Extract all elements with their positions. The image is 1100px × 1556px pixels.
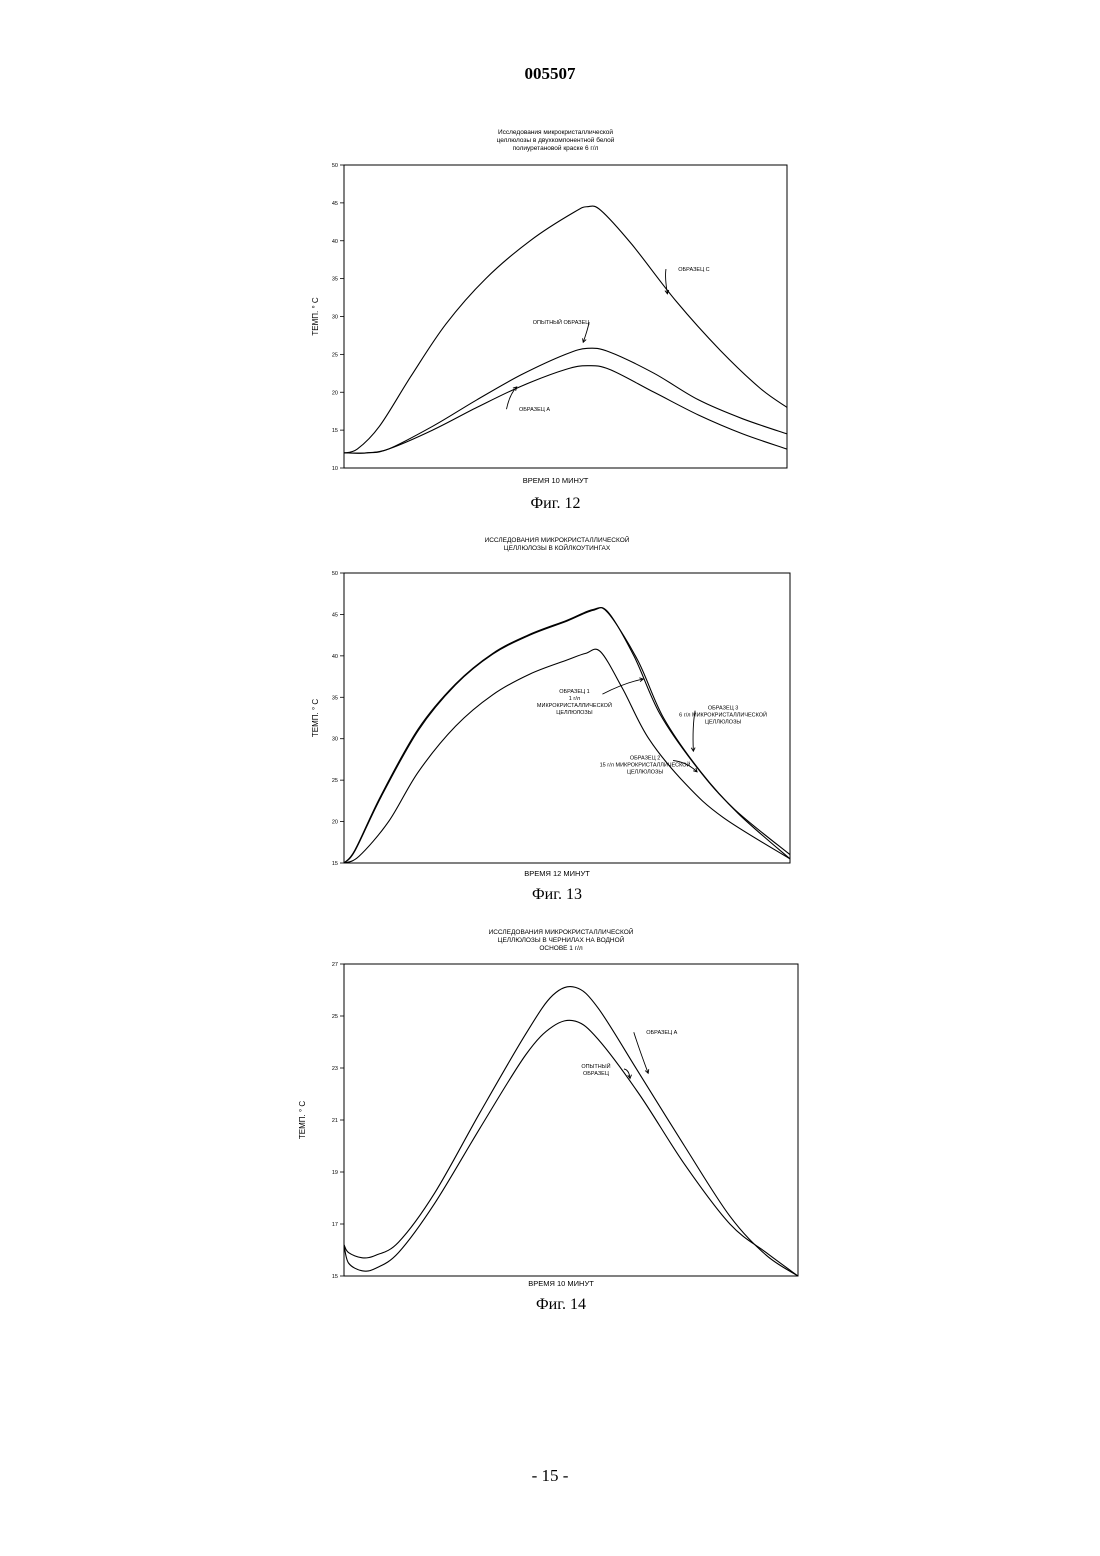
annotation-label: МИКРОКРИСТАЛЛИЧЕСКОЙ (537, 701, 612, 709)
annotation-pointer (602, 679, 643, 694)
y-tick-label: 27 (332, 962, 338, 968)
x-axis-label: ВРЕМЯ 12 МИНУТ (524, 869, 590, 878)
annotation-label: 1 г/л (569, 696, 580, 702)
series-line (344, 1020, 798, 1276)
y-tick-label: 25 (332, 778, 338, 784)
chart-title-line: ИССЛЕДОВАНИЯ МИКРОКРИСТАЛЛИЧЕСКОЙ (489, 927, 634, 936)
y-tick-label: 15 (332, 1274, 338, 1280)
y-axis-label: ТЕМП. ° С (311, 699, 320, 738)
y-ticks: 15 20 25 30 35 40 45 50 (332, 571, 344, 867)
y-tick-label: 10 (332, 466, 338, 472)
y-tick-label: 50 (332, 163, 338, 169)
chart-title-line: целлюлозы в двухкомпонентной белой (497, 136, 615, 144)
y-tick-label: 20 (332, 820, 338, 826)
series-annotation: ОБРАЗЕЦ С (665, 267, 710, 294)
y-tick-label: 30 (332, 737, 338, 743)
y-tick-label: 40 (332, 239, 338, 245)
annotation-label: ОПЫТНЫЙ ОБРАЗЕЦ (533, 318, 590, 326)
chart-title: ИССЛЕДОВАНИЯ МИКРОКРИСТАЛЛИЧЕСКОЙ ЦЕЛЛЮЛ… (489, 927, 634, 952)
series-annotation: ОБРАЗЕЦ 36 г/л МИКРОКРИСТАЛЛИЧЕСКОЙЦЕЛЛЮ… (679, 706, 767, 751)
y-tick-label: 17 (332, 1222, 338, 1228)
series-annotation: ОБРАЗЕЦ А (634, 1030, 678, 1073)
series-line (344, 206, 787, 453)
chart-title-line: ИССЛЕДОВАНИЯ МИКРОКРИСТАЛЛИЧЕСКОЙ (485, 535, 630, 544)
annotation-label: ОБРАЗЕЦ С (678, 267, 709, 273)
annotation-pointer (666, 269, 668, 294)
y-tick-label: 19 (332, 1170, 338, 1176)
series-annotation: ОБРАЗЕЦ А (506, 387, 550, 413)
y-tick-label: 25 (332, 352, 338, 358)
series-curves (344, 607, 790, 863)
document-number: 005507 (0, 64, 1100, 84)
annotation-pointer (634, 1032, 648, 1073)
chart-title: ИССЛЕДОВАНИЯ МИКРОКРИСТАЛЛИЧЕСКОЙ ЦЕЛЛЮЛ… (485, 535, 630, 552)
x-axis-label: ВРЕМЯ 10 МИНУТ (528, 1279, 594, 1288)
annotation-label: ОБРАЗЕЦ 3 (708, 706, 738, 712)
series-annotation: ОПЫТНЫЙОБРАЗЕЦ (581, 1062, 631, 1078)
annotation-label: 6 г/л МИКРОКРИСТАЛЛИЧЕСКОЙ (679, 711, 767, 719)
annotation-label: ЦЕЛЛЮЛОЗЫ (556, 710, 592, 716)
annotation-label: ОБРАЗЕЦ (583, 1071, 609, 1077)
y-tick-label: 35 (332, 277, 338, 283)
annotation-label: ЦЕЛЛЮЛОЗЫ (627, 769, 663, 775)
series-annotation: ОБРАЗЕЦ 215 г/л МИКРОКРИСТАЛЛИЧЕСКОЙЦЕЛЛ… (600, 755, 697, 775)
y-tick-label: 50 (332, 571, 338, 577)
y-axis-label: ТЕМП. ° С (311, 297, 320, 336)
figure-caption: Фиг. 14 (536, 1296, 586, 1313)
figure-12: Исследования микрокристаллической целлюл… (0, 120, 1100, 520)
y-tick-label: 45 (332, 201, 338, 207)
y-tick-label: 40 (332, 654, 338, 660)
annotation-label: ОБРАЗЕЦ А (519, 407, 550, 413)
chart-title-line: ЦЕЛЛЮЛОЗЫ В КОЙЛКОУТИНГАХ (504, 543, 611, 552)
chart-title-line: Исследования микрокристаллической (498, 128, 613, 136)
x-axis-label: ВРЕМЯ 10 МИНУТ (523, 476, 589, 485)
y-tick-label: 25 (332, 1014, 338, 1020)
y-ticks: 15 17 19 21 23 25 27 (332, 962, 344, 1280)
series-line (344, 608, 790, 863)
y-tick-label: 35 (332, 695, 338, 701)
y-tick-label: 30 (332, 315, 338, 321)
y-axis-label: ТЕМП. ° С (298, 1101, 307, 1140)
annotation-label: 15 г/л МИКРОКРИСТАЛЛИЧЕСКОЙ (600, 760, 691, 768)
y-tick-label: 23 (332, 1066, 338, 1072)
annotation-label: ОБРАЗЕЦ А (646, 1030, 677, 1036)
series-line (344, 987, 798, 1276)
annotation-label: ОБРАЗЕЦ 1 (559, 689, 589, 695)
chart-title-line: ОСНОВЕ 1 г/л (539, 945, 583, 952)
series-line (344, 649, 790, 863)
plot-frame (344, 964, 798, 1276)
page-number: - 15 - (0, 1466, 1100, 1486)
series-curves (344, 206, 787, 453)
series-line (344, 348, 787, 453)
series-line (344, 607, 790, 863)
y-tick-label: 21 (332, 1118, 338, 1124)
y-tick-label: 45 (332, 612, 338, 618)
annotation-label: ЦЕЛЛЮЛОЗЫ (705, 720, 741, 726)
series-annotation: ОПЫТНЫЙ ОБРАЗЕЦ (533, 318, 590, 342)
figure-caption: Фиг. 13 (532, 886, 582, 903)
figure-13: ИССЛЕДОВАНИЯ МИКРОКРИСТАЛЛИЧЕСКОЙ ЦЕЛЛЮЛ… (0, 530, 1100, 910)
chart-title-line: ЦЕЛЛЮЛОЗЫ В ЧЕРНИЛАХ НА ВОДНОЙ (498, 935, 625, 944)
y-tick-label: 15 (332, 861, 338, 867)
series-curves (344, 987, 798, 1276)
figure-caption: Фиг. 12 (531, 495, 581, 512)
annotation-label: ОПЫТНЫЙ (581, 1062, 610, 1070)
y-tick-label: 15 (332, 428, 338, 434)
annotations: ОБРАЗЕЦ С ОПЫТНЫЙ ОБРАЗЕЦ ОБРАЗЕЦ А (506, 267, 709, 413)
plot-frame (344, 165, 787, 468)
chart-title-line: полиуретановой краске 6 г/л (513, 144, 599, 152)
figure-14: ИССЛЕДОВАНИЯ МИКРОКРИСТАЛЛИЧЕСКОЙ ЦЕЛЛЮЛ… (0, 920, 1100, 1320)
y-tick-label: 20 (332, 390, 338, 396)
chart-title: Исследования микрокристаллической целлюл… (497, 128, 615, 152)
y-ticks: 10 15 20 25 30 35 40 45 50 (332, 163, 344, 472)
annotation-label: ОБРАЗЕЦ 2 (630, 755, 660, 761)
